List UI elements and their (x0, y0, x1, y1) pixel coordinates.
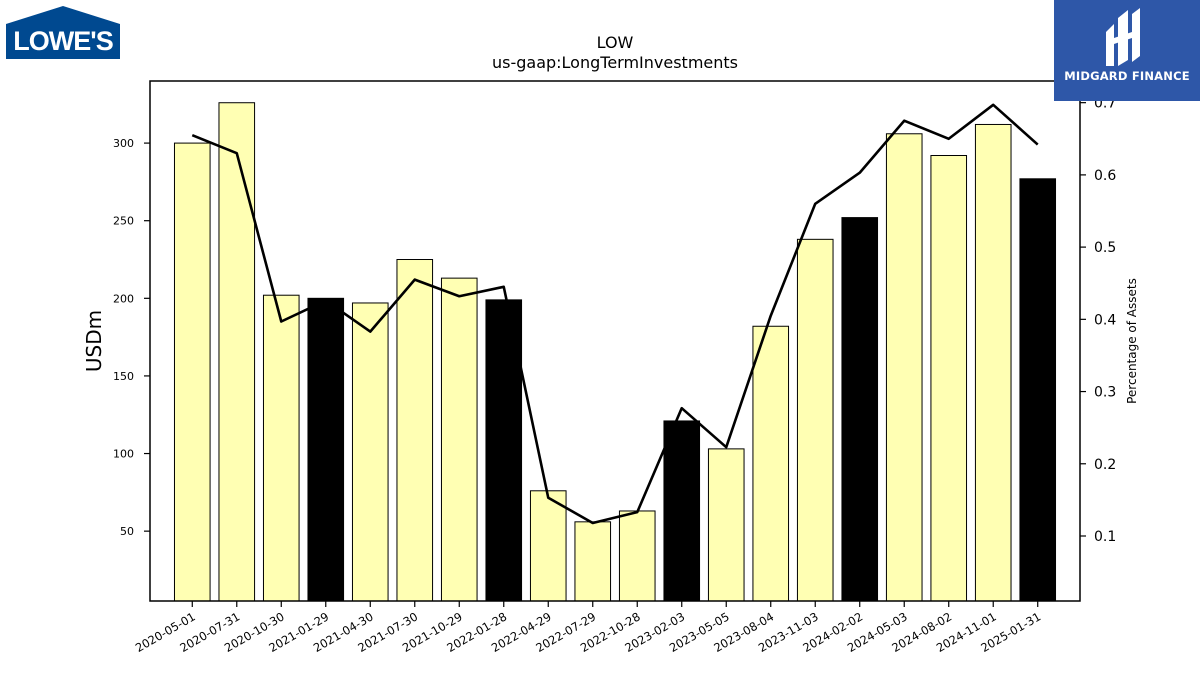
chart-title: LOW (597, 33, 634, 52)
y2-tick-label: 0.1 (1094, 529, 1116, 545)
bar-2021-07-30 (396, 259, 434, 602)
lowes-logo-text: LOWE'S (13, 26, 112, 56)
bar-2021-04-30 (351, 302, 389, 602)
x-axis: 2020-05-012020-07-312020-10-302021-01-29… (133, 601, 1043, 655)
y-axis-left: 50 100 150 200 250 300 (113, 137, 150, 538)
y2-axis-label: Percentage of Assets (1125, 278, 1139, 404)
bar-2023-05-05 (707, 448, 745, 602)
bar-2023-08-04 (752, 325, 790, 602)
bar-2022-07-29 (574, 521, 612, 602)
bar-2022-10-28 (618, 510, 656, 602)
bar-2021-01-29 (307, 297, 345, 602)
y2-tick-label: 0.3 (1094, 385, 1116, 401)
y2-tick-label: 0.6 (1094, 168, 1116, 184)
chart-subtitle: us-gaap:LongTermInvestments (492, 53, 738, 72)
lowes-logo: LOWE'S (6, 6, 120, 59)
bar-2021-10-29 (440, 277, 478, 602)
y2-tick-label: 0.4 (1094, 312, 1116, 328)
bar-2020-10-30 (262, 294, 300, 602)
y-tick-label: 300 (113, 137, 134, 150)
bar-2024-05-03 (885, 133, 923, 602)
bar-series (173, 102, 1057, 602)
bar-2022-01-28 (485, 299, 523, 602)
y-axis-right: 0.10.20.30.40.50.60.7 (1080, 96, 1116, 545)
bar-2025-01-31 (1019, 178, 1057, 602)
y-axis-label: USDm (82, 310, 106, 372)
y-tick-label: 100 (113, 448, 134, 461)
y2-tick-label: 0.5 (1094, 240, 1116, 256)
midgard-finance-logo: MIDGARD FINANCE (1054, 0, 1200, 101)
y-tick-label: 250 (113, 215, 134, 228)
y-tick-label: 200 (113, 292, 134, 305)
bar-2024-11-01 (974, 123, 1012, 602)
bar-2023-02-03 (663, 420, 701, 602)
bar-2020-07-31 (218, 102, 256, 602)
bar-2022-04-29 (529, 490, 567, 602)
y-tick-label: 50 (120, 525, 134, 538)
y2-tick-label: 0.2 (1094, 457, 1116, 473)
y-tick-label: 150 (113, 370, 134, 383)
bar-2024-02-02 (841, 217, 879, 602)
midgard-mark-icon (1106, 8, 1140, 66)
bar-2020-05-01 (173, 142, 211, 602)
plot-frame (149, 80, 1081, 602)
bar-2024-08-02 (930, 155, 968, 602)
bar-2023-11-03 (796, 238, 834, 602)
percentage-line (191, 103, 1039, 525)
midgard-logo-text: MIDGARD FINANCE (1064, 69, 1190, 83)
